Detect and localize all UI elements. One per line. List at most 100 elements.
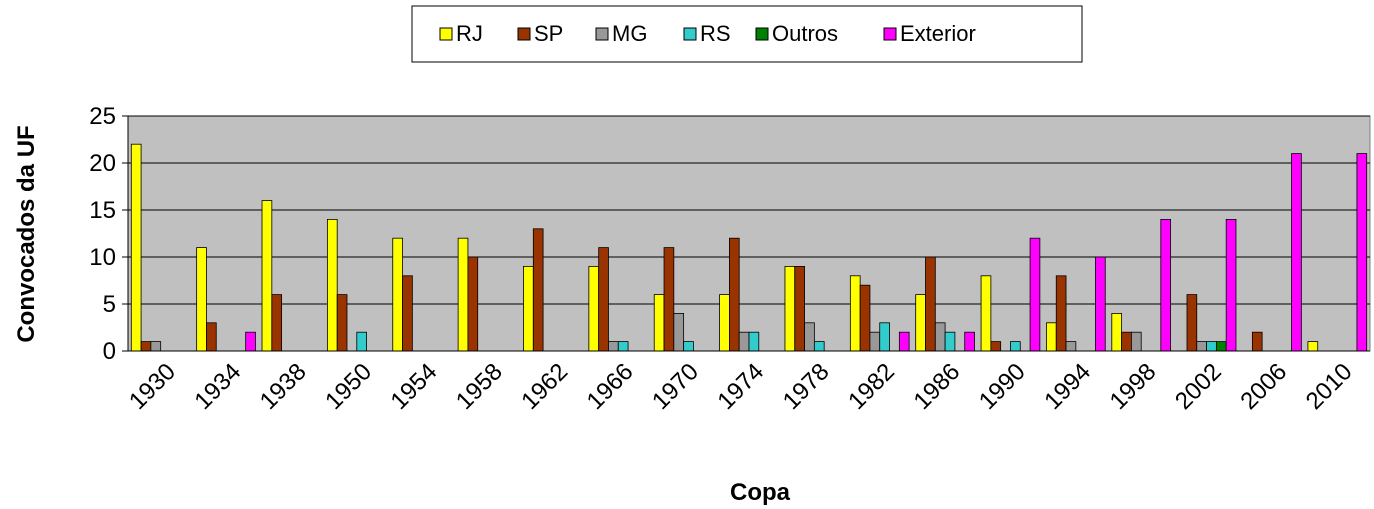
x-tick-label: 1954 — [386, 358, 443, 415]
bar — [532, 228, 544, 352]
bar — [738, 331, 750, 352]
bar — [1010, 341, 1021, 352]
bar — [467, 256, 479, 352]
bar — [130, 143, 142, 352]
bar — [1356, 153, 1368, 352]
bar — [196, 247, 207, 352]
legend-label: RJ — [456, 21, 483, 46]
y-tick-label: 25 — [89, 103, 116, 130]
plot-area — [127, 115, 1371, 352]
x-axis-title: Copa — [730, 479, 791, 506]
x-tick-label: 1994 — [1039, 358, 1096, 415]
x-tick-label: 1958 — [451, 358, 508, 415]
y-tick-label: 15 — [89, 197, 116, 224]
bar — [140, 341, 152, 352]
bar — [617, 341, 629, 352]
bar — [150, 341, 162, 352]
bar — [1160, 218, 1172, 352]
bar — [1196, 341, 1207, 352]
x-tick-label: 1982 — [843, 358, 900, 415]
bar — [1307, 341, 1319, 352]
bar — [1291, 153, 1302, 352]
bar — [859, 284, 871, 352]
bar — [944, 331, 956, 352]
x-tick-label: 1950 — [320, 358, 377, 415]
bar — [1046, 322, 1057, 352]
y-tick-label: 20 — [89, 150, 116, 177]
legend-swatch — [439, 27, 453, 41]
bar — [729, 237, 740, 352]
bar — [653, 294, 665, 352]
bar — [1215, 341, 1227, 352]
bar — [1029, 237, 1041, 352]
x-tick-label: 1934 — [189, 358, 246, 415]
bar — [849, 275, 861, 352]
x-tick-label: 1930 — [124, 358, 181, 415]
legend-swatch — [755, 27, 769, 41]
bar — [869, 331, 881, 352]
bar — [784, 265, 796, 352]
bar — [598, 247, 609, 352]
bar — [523, 265, 534, 352]
bar — [356, 331, 367, 352]
bar — [813, 341, 825, 352]
bar — [683, 341, 694, 352]
x-tick-label: 1962 — [516, 358, 573, 415]
bar — [1111, 312, 1123, 352]
legend-swatch — [883, 27, 897, 41]
bar — [719, 294, 730, 352]
bar — [245, 331, 256, 352]
legend-swatch — [595, 27, 609, 41]
legend-box — [411, 5, 1083, 63]
x-tick-label: 2002 — [1170, 358, 1227, 415]
y-tick-label: 0 — [103, 338, 116, 365]
bar — [1206, 341, 1217, 352]
x-tick-label: 1978 — [778, 358, 835, 415]
bar — [898, 331, 910, 352]
legend-label: MG — [612, 21, 647, 46]
bar — [608, 341, 619, 352]
bar — [392, 237, 403, 352]
bar — [206, 322, 217, 352]
x-tick-label: 1974 — [712, 358, 769, 415]
x-tick-label: 1986 — [909, 358, 966, 415]
bar — [1131, 331, 1142, 352]
bar — [673, 312, 685, 352]
bar — [336, 294, 348, 352]
bar — [1065, 341, 1077, 352]
bar — [1095, 256, 1106, 352]
bar — [1186, 294, 1198, 352]
y-tick-label: 10 — [89, 244, 116, 271]
legend-label: Outros — [772, 21, 838, 46]
x-tick-label: 1998 — [1105, 358, 1162, 415]
bar — [271, 294, 283, 352]
bar — [804, 322, 815, 352]
bar — [1225, 218, 1237, 352]
x-tick-label: 2006 — [1235, 358, 1292, 415]
legend-label: Exterior — [900, 21, 976, 46]
bar — [980, 275, 992, 352]
bar — [261, 200, 273, 352]
legend-swatch — [683, 27, 697, 41]
bar — [588, 265, 600, 352]
bar — [663, 247, 675, 352]
x-tick-label: 1970 — [647, 358, 704, 415]
x-tick-label: 1966 — [582, 358, 639, 415]
bar — [1251, 331, 1263, 352]
legend-swatch — [517, 27, 531, 41]
legend-label: RS — [700, 21, 731, 46]
bar — [915, 294, 926, 352]
bar — [879, 322, 890, 352]
legend-label: SP — [534, 21, 563, 46]
bar — [1121, 331, 1132, 352]
bar — [794, 265, 805, 352]
y-axis-title: Convocados da UF — [13, 125, 40, 342]
x-tick-label: 2010 — [1301, 358, 1358, 415]
bar — [990, 341, 1002, 352]
bar — [457, 237, 469, 352]
bar — [964, 331, 975, 352]
bar — [326, 218, 338, 352]
bar — [1055, 275, 1067, 352]
x-tick-label: 1990 — [974, 358, 1031, 415]
